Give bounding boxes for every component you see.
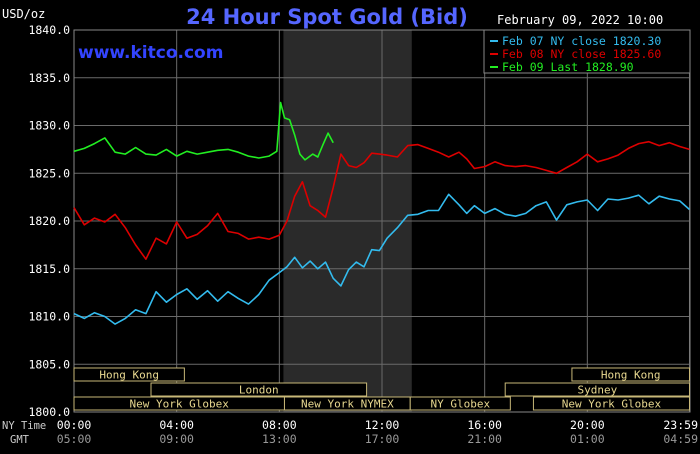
session-label-2: London (239, 384, 279, 397)
session-label-5: New York NYMEX (301, 398, 394, 411)
session-bar-6 (409, 396, 511, 411)
y-tick-label-8: 1800.0 (28, 405, 70, 419)
series-line-0 (73, 193, 691, 325)
x-tick-gmt-6: 04:59 (663, 432, 698, 446)
x-tick-gmt-3: 17:00 (365, 432, 400, 446)
x-tick-gmt-4: 21:00 (467, 432, 502, 446)
session-label-7: New York Globex (562, 398, 662, 411)
session-label-4: New York Globex (130, 398, 230, 411)
x-tick-ny-3: 12:00 (365, 418, 400, 432)
grid-lines (73, 29, 690, 413)
y-axis-ticks: 1840.0 1835.0 1830.0 1825.0 1820.0 1815.0 1810… (28, 23, 70, 419)
brand-watermark: www.kitco.com (78, 43, 223, 63)
session-bar-3 (504, 382, 690, 397)
ny-time-label: NY Time (2, 420, 46, 432)
y-tick-label-2: 1830.0 (28, 119, 70, 133)
legend-entry-0: Feb 07 NY close 1820.30 (502, 34, 661, 48)
plot-frame (73, 29, 691, 413)
gmt-label: GMT (10, 434, 30, 446)
session-label-0: Hong Kong (99, 369, 159, 382)
y-tick-label-7: 1805.0 (28, 357, 70, 371)
session-bar-7 (532, 396, 690, 411)
x-tick-ny-6: 23:59 (663, 418, 698, 432)
series-line-1 (73, 140, 690, 261)
chart-date: February 09, 2022 10:00 (497, 13, 663, 27)
y-tick-label-1: 1835.0 (28, 71, 70, 85)
session-label-3: Sydney (577, 384, 617, 397)
legend-entry-1: Feb 08 NY close 1825.60 (502, 47, 661, 61)
x-tick-gmt-1: 09:00 (159, 432, 194, 446)
session-label-1: Hong Kong (601, 369, 661, 382)
x-tick-ny-1: 04:00 (159, 418, 194, 432)
series-line-2 (73, 101, 334, 161)
chart-title: 24 Hour Spot Gold (Bid) (186, 5, 468, 29)
series-layer (73, 101, 691, 325)
y-axis-label: USD/oz (2, 7, 45, 21)
session-bar-1 (571, 367, 690, 382)
y-tick-label-0: 1840.0 (28, 23, 70, 37)
x-tick-gmt-0: 05:00 (57, 432, 92, 446)
session-label-6: NY Globex (430, 398, 490, 411)
x-tick-gmt-5: 01:00 (570, 432, 605, 446)
y-tick-label-3: 1825.0 (28, 166, 70, 180)
y-tick-label-5: 1815.0 (28, 262, 70, 276)
session-bar-2 (150, 382, 368, 397)
session-bar-0 (73, 367, 185, 382)
x-tick-ny-4: 16:00 (467, 418, 502, 432)
x-tick-gmt-2: 13:00 (262, 432, 297, 446)
legend-box (483, 29, 691, 74)
y-tick-label-6: 1810.0 (28, 310, 70, 324)
x-tick-ny-5: 20:00 (570, 418, 605, 432)
legend-entry-2: Feb 09 Last 1828.90 (502, 60, 634, 74)
x-tick-ny-0: 00:00 (57, 418, 92, 432)
y-tick-label-4: 1820.0 (28, 214, 70, 228)
x-tick-ny-2: 08:00 (262, 418, 297, 432)
